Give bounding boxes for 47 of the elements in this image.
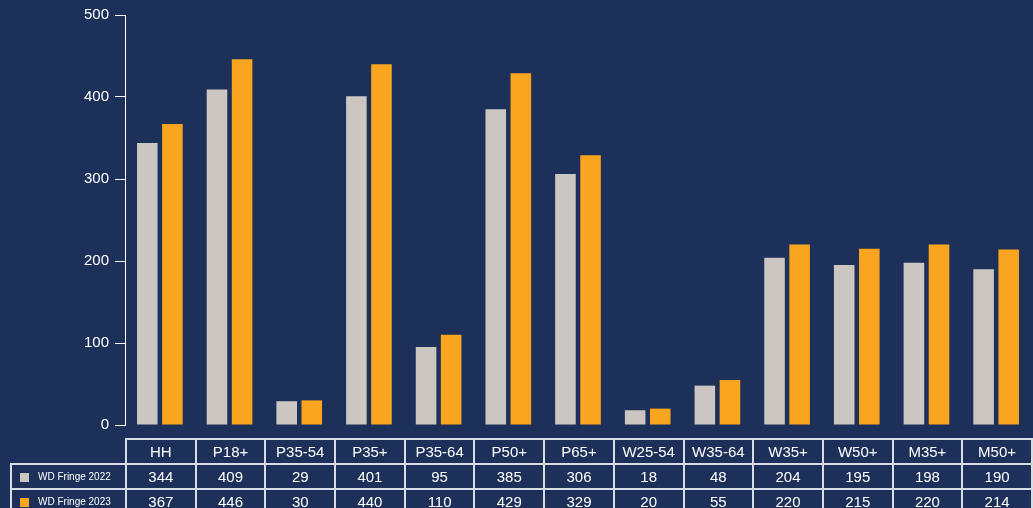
data-label: 409 <box>195 464 266 489</box>
data-label: 95 <box>404 464 475 489</box>
data-label: 30 <box>265 489 336 508</box>
data-label: 329 <box>544 489 614 508</box>
data-label: 440 <box>335 489 405 508</box>
data-label: 110 <box>404 489 475 508</box>
x-tick-label: HH <box>126 439 196 464</box>
x-tick-label: W35-64 <box>683 439 754 464</box>
x-tick-label: W35+ <box>753 439 823 464</box>
x-tick-label: P35+ <box>335 439 405 464</box>
y-tick-label: 500 <box>83 5 109 23</box>
x-tick-label: M50+ <box>962 439 1032 464</box>
data-label: 18 <box>613 464 684 489</box>
x-tick-label: P18+ <box>195 439 266 464</box>
legend-label: WD Fringe 2023 <box>38 496 111 507</box>
data-label: 385 <box>474 464 545 489</box>
x-tick-label: W25-54 <box>613 439 684 464</box>
data-label: 55 <box>683 489 754 508</box>
data-label: 29 <box>265 464 336 489</box>
y-tick-label: 200 <box>83 251 109 269</box>
data-label: 306 <box>544 464 614 489</box>
y-tick-label: 400 <box>83 87 109 105</box>
data-label: 344 <box>126 464 196 489</box>
data-label: 220 <box>892 489 963 508</box>
data-label: 214 <box>962 489 1032 508</box>
y-tick-label: 0 <box>100 415 109 433</box>
data-label: 401 <box>335 464 405 489</box>
x-tick-label: M35+ <box>892 439 963 464</box>
data-label: 215 <box>822 489 893 508</box>
y-tick-label: 100 <box>83 333 109 351</box>
data-label: 190 <box>962 464 1032 489</box>
y-tick-label: 300 <box>83 169 109 187</box>
data-label: 20 <box>613 489 684 508</box>
data-label: 367 <box>126 489 196 508</box>
data-label: 220 <box>753 489 823 508</box>
x-tick-label: P35-54 <box>265 439 336 464</box>
data-label: 48 <box>683 464 754 489</box>
x-tick-label: P35-64 <box>404 439 475 464</box>
x-tick-label: P50+ <box>474 439 545 464</box>
x-tick-label: W50+ <box>822 439 893 464</box>
data-label: 204 <box>753 464 823 489</box>
legend-label: WD Fringe 2022 <box>38 471 111 482</box>
data-label: 195 <box>822 464 893 489</box>
data-label: 429 <box>474 489 545 508</box>
x-tick-label: P65+ <box>544 439 614 464</box>
data-label: 198 <box>892 464 963 489</box>
data-label: 446 <box>195 489 266 508</box>
